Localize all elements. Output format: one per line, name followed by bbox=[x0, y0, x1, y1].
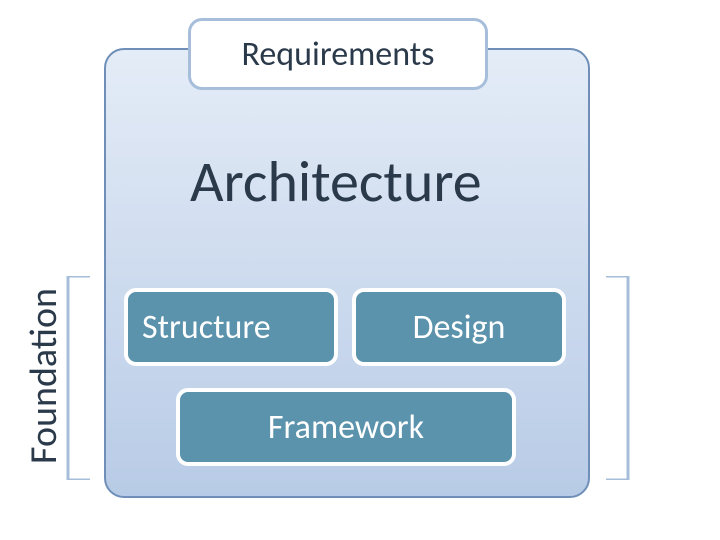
foundation-text: Foundation bbox=[21, 288, 67, 464]
right-bracket bbox=[606, 276, 630, 480]
framework-label: Framework bbox=[268, 407, 424, 448]
left-bracket-path bbox=[68, 276, 90, 480]
architecture-title-text: Architecture bbox=[190, 146, 482, 217]
structure-label: Structure bbox=[142, 307, 271, 348]
framework-box: Framework bbox=[176, 388, 516, 466]
requirements-tab: Requirements bbox=[188, 18, 488, 90]
design-label: Design bbox=[413, 307, 506, 348]
left-bracket bbox=[66, 276, 90, 480]
requirements-label: Requirements bbox=[242, 34, 435, 75]
structure-box: Structure bbox=[124, 288, 338, 366]
design-box: Design bbox=[352, 288, 566, 366]
architecture-title: Architecture bbox=[190, 146, 482, 217]
foundation-label: Foundation bbox=[21, 288, 67, 464]
right-bracket-path bbox=[606, 276, 628, 480]
